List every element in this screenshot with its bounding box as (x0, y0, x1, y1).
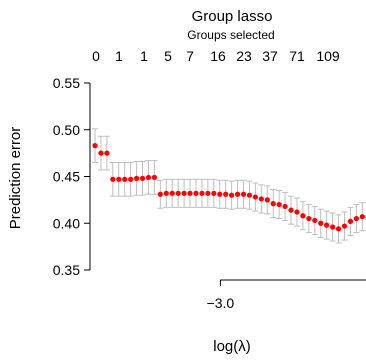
data-point (92, 143, 97, 148)
data-points (92, 143, 366, 231)
data-point (217, 192, 222, 197)
data-point (247, 193, 252, 198)
data-point (288, 208, 293, 213)
data-point (282, 204, 287, 209)
data-point (187, 191, 192, 196)
data-point (360, 214, 365, 219)
y-axis-label: Prediction error (7, 127, 24, 230)
data-point (122, 177, 127, 182)
data-point (336, 226, 341, 231)
top-tick-label: 71 (289, 48, 305, 64)
data-point (300, 213, 305, 218)
data-point (294, 209, 299, 214)
data-point (330, 224, 335, 229)
data-point (176, 191, 181, 196)
data-point (140, 176, 145, 181)
data-point (342, 223, 347, 228)
data-point (170, 191, 175, 196)
data-point (312, 218, 317, 223)
data-point (158, 192, 163, 197)
data-point (134, 176, 139, 181)
top-tick-label: 5 (164, 48, 172, 64)
data-point (146, 175, 151, 180)
top-tick-label: 1 (140, 48, 148, 64)
data-point (116, 177, 121, 182)
data-point (277, 202, 282, 207)
data-point (324, 223, 329, 228)
top-axis-label: Groups selected (187, 28, 274, 42)
data-point (182, 191, 187, 196)
data-point (348, 219, 353, 224)
y-tick-label: 0.35 (53, 262, 80, 278)
data-point (193, 191, 198, 196)
data-point (271, 201, 276, 206)
y-tick-label: 0.40 (53, 215, 80, 231)
data-point (152, 175, 157, 180)
y-tick-label: 0.55 (53, 75, 80, 91)
top-tick-label: 16 (210, 48, 226, 64)
data-point (110, 177, 115, 182)
data-point (354, 216, 359, 221)
top-tick-label: 37 (262, 48, 278, 64)
top-tick-label: 7 (186, 48, 194, 64)
top-tick-label: 23 (236, 48, 252, 64)
axes: 0.350.400.450.500.55−3.0−3.5−4.0 (53, 63, 366, 311)
data-point (259, 196, 264, 201)
x-tick-label: −3.0 (207, 295, 235, 311)
data-point (164, 191, 169, 196)
data-point (211, 191, 216, 196)
data-point (104, 151, 109, 156)
data-point (128, 177, 133, 182)
top-tick-label: 109 (316, 48, 340, 64)
x-axis-label: log(λ) (213, 338, 251, 355)
data-point (306, 216, 311, 221)
top-tick-label: 1 (115, 48, 123, 64)
data-point (205, 191, 210, 196)
y-tick-label: 0.50 (53, 122, 80, 138)
chart-title: Group lasso (192, 8, 273, 25)
data-point (318, 221, 323, 226)
data-point (265, 197, 270, 202)
data-point (98, 151, 103, 156)
data-point (199, 191, 204, 196)
y-tick-label: 0.45 (53, 169, 80, 185)
data-point (235, 192, 240, 197)
data-point (253, 194, 258, 199)
data-point (241, 192, 246, 197)
data-point (223, 192, 228, 197)
data-point (229, 193, 234, 198)
top-tick-label: 0 (92, 48, 100, 64)
